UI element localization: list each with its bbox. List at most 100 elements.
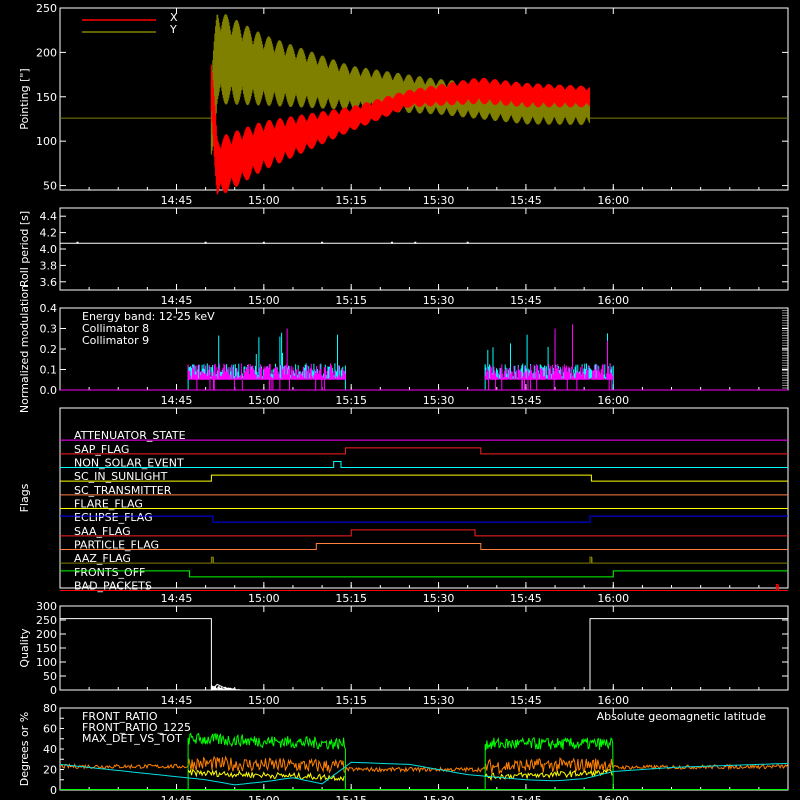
time-tick-label: 16:00: [597, 294, 629, 307]
ratios-ylabel: Degrees or %: [18, 712, 31, 786]
roll-point: [321, 241, 324, 244]
flag-trace: [60, 583, 788, 591]
flag-label: NON_SOLAR_EVENT: [74, 456, 184, 469]
time-tick-label: 15:30: [423, 694, 455, 707]
time-tick-label: 16:00: [597, 794, 629, 800]
modulation-ylabel: Normalized modulation: [18, 285, 31, 413]
time-tick-label: 15:15: [335, 694, 367, 707]
time-tick-label: 15:30: [423, 294, 455, 307]
time-tick-label: 16:00: [597, 592, 629, 605]
legend-label-collimator-9: Collimator 9: [82, 334, 149, 347]
y-tick-label: 50: [43, 670, 57, 683]
time-tick-label: 15:45: [510, 592, 542, 605]
panel-quality: 14:45 15:00 15:15 15:30 15:45 16:00 Quality 050…: [18, 600, 789, 707]
time-tick-label: 15:15: [335, 194, 367, 207]
time-tick-label: 15:00: [248, 194, 280, 207]
y-tick-label: 50: [43, 180, 57, 193]
pointing-frame: [59, 7, 789, 191]
panel-pointing: 14:45 15:00 15:15 15:30 15:45 16:00 Pointing […: [18, 2, 789, 207]
panel-ratios: 14:45 15:00 15:15 15:30 15:45 16:00 Degrees or…: [18, 702, 789, 800]
pointing-ylabel: Pointing ["]: [18, 68, 31, 129]
time-tick-label: 15:30: [423, 592, 455, 605]
y-tick-label: 200: [36, 628, 57, 641]
y-tick-label: 3.8: [40, 259, 58, 272]
time-tick-label: 15:15: [335, 794, 367, 800]
time-tick-label: 16:00: [597, 194, 629, 207]
y-tick-label: 0.4: [40, 302, 58, 315]
flags-ylabel: Flags: [18, 483, 31, 512]
series-collimator-9: [187, 363, 346, 390]
y-tick-label: 0.3: [40, 323, 58, 336]
time-tick-label: 15:00: [248, 294, 280, 307]
panel-roll: 14:45 15:00 15:15 15:30 15:45 16:00 Roll perio…: [18, 207, 789, 307]
y-tick-label: 4.4: [40, 210, 58, 223]
time-tick-label: 15:30: [423, 794, 455, 800]
y-tick-label: 0.2: [40, 343, 58, 356]
y-tick-label: 0.0: [40, 384, 58, 397]
roll-point: [414, 241, 417, 244]
time-tick-label: 15:00: [248, 794, 280, 800]
y-tick-label: 200: [36, 46, 57, 59]
modulation-annotation: Energy band: 12-25 keV: [82, 310, 215, 323]
time-tick-label: 15:15: [335, 294, 367, 307]
geomagnetic-annotation: Absolute geomagnetic latitude: [597, 710, 767, 723]
flag-label: ECLIPSE_FLAG: [74, 511, 153, 524]
flag-label: FLARE_FLAG: [74, 497, 143, 510]
legend-label-max-det-vs-tot: MAX_DET_VS_TOT: [82, 732, 182, 745]
flag-trace: [60, 529, 788, 537]
time-tick-label: 16:00: [597, 394, 629, 407]
y-tick-label: 0.1: [40, 364, 58, 377]
panel-modulation: 14:45 15:00 15:15 15:30 15:45 16:00 Normalized…: [18, 285, 789, 413]
flag-trace: [60, 474, 788, 482]
roll-ylabel: Roll period [s]: [18, 211, 31, 287]
y-tick-label: 250: [36, 614, 57, 627]
series-max-det-vs-tot: [59, 755, 788, 776]
flag-trace: [60, 515, 788, 523]
y-tick-label: 4.2: [40, 227, 58, 240]
flag-trace: [60, 542, 788, 550]
time-tick-label: 14:45: [161, 592, 193, 605]
y-tick-label: 100: [36, 656, 57, 669]
flag-trace: [60, 570, 788, 578]
series-collimator-9: [484, 363, 614, 390]
y-tick-label: 20: [43, 764, 57, 777]
y-tick-label: 80: [43, 702, 57, 715]
quality-noise: [210, 685, 241, 690]
time-tick-label: 16:00: [597, 694, 629, 707]
legend-label-front-ratio-1225: FRONT_RATIO_1225: [82, 721, 191, 734]
flag-label: AAZ_FLAG: [74, 552, 131, 565]
roll-point: [76, 241, 79, 244]
flag-label: BAD_PACKETS: [74, 579, 152, 592]
series-front-ratio: [484, 769, 613, 782]
flag-label: ATTENUATOR_STATE: [74, 429, 186, 442]
flag-label: FRONTS_OFF: [74, 566, 145, 579]
time-tick-label: 14:45: [161, 794, 193, 800]
flags-frame: [59, 407, 789, 589]
time-tick-label: 15:15: [335, 592, 367, 605]
panel-flags: 14:45 15:00 15:15 15:30 15:45 16:00 Flags ATTEN…: [18, 407, 789, 605]
roll-point: [262, 241, 265, 244]
roll-point: [466, 241, 469, 244]
y-tick-label: 40: [43, 743, 57, 756]
roll-point: [390, 241, 393, 244]
time-tick-label: 15:45: [510, 694, 542, 707]
time-tick-label: 15:45: [510, 294, 542, 307]
y-tick-label: 150: [36, 91, 57, 104]
time-tick-label: 15:30: [423, 194, 455, 207]
time-tick-label: 14:45: [161, 394, 193, 407]
legend-label-x: X: [170, 11, 178, 24]
time-tick-label: 15:45: [510, 394, 542, 407]
time-tick-label: 15:15: [335, 394, 367, 407]
y-tick-label: 250: [36, 2, 57, 15]
time-tick-label: 14:45: [161, 194, 193, 207]
time-tick-label: 14:45: [161, 294, 193, 307]
series-front-ratio: [187, 768, 345, 782]
flag-label: SAP_FLAG: [74, 443, 129, 456]
roll-point: [204, 241, 207, 244]
flag-trace: [60, 556, 788, 564]
y-tick-label: 4.0: [40, 243, 58, 256]
time-tick-label: 15:45: [510, 794, 542, 800]
legend-label-front-ratio: FRONT_RATIO: [82, 710, 158, 723]
time-tick-label: 15:00: [248, 394, 280, 407]
